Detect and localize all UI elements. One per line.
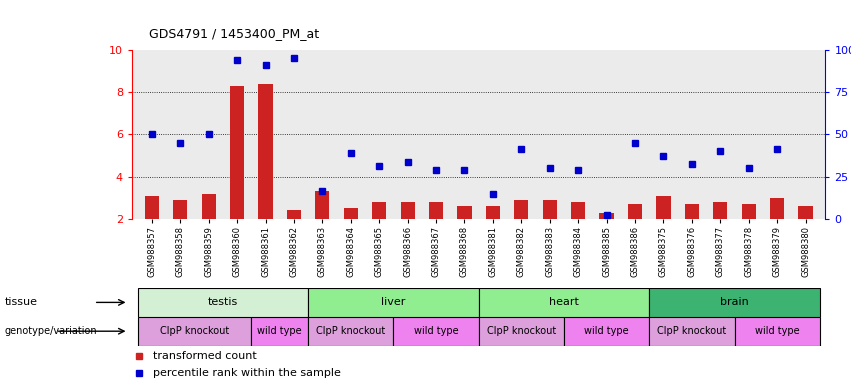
- FancyBboxPatch shape: [478, 317, 564, 346]
- Bar: [685, 204, 699, 219]
- Bar: [344, 208, 358, 219]
- Bar: [230, 86, 244, 219]
- Text: ClpP knockout: ClpP knockout: [487, 326, 556, 336]
- Bar: [457, 206, 471, 219]
- Bar: [486, 206, 500, 219]
- FancyBboxPatch shape: [649, 317, 734, 346]
- Text: percentile rank within the sample: percentile rank within the sample: [152, 368, 340, 378]
- Text: wild type: wild type: [257, 326, 302, 336]
- Text: heart: heart: [549, 297, 579, 308]
- Bar: [514, 200, 528, 219]
- Bar: [770, 198, 785, 219]
- Bar: [259, 84, 272, 219]
- Bar: [429, 202, 443, 219]
- Bar: [145, 196, 159, 219]
- Text: brain: brain: [720, 297, 749, 308]
- FancyBboxPatch shape: [308, 288, 478, 317]
- Text: genotype/variation: genotype/variation: [4, 326, 97, 336]
- Text: ClpP knockout: ClpP knockout: [657, 326, 727, 336]
- FancyBboxPatch shape: [138, 317, 251, 346]
- Bar: [571, 202, 585, 219]
- Text: GDS4791 / 1453400_PM_at: GDS4791 / 1453400_PM_at: [149, 27, 319, 40]
- Bar: [741, 204, 756, 219]
- Text: wild type: wild type: [414, 326, 459, 336]
- Text: ClpP knockout: ClpP knockout: [317, 326, 386, 336]
- Text: wild type: wild type: [585, 326, 629, 336]
- Bar: [401, 202, 414, 219]
- Text: liver: liver: [381, 297, 406, 308]
- Text: testis: testis: [208, 297, 238, 308]
- FancyBboxPatch shape: [734, 317, 820, 346]
- Bar: [315, 192, 329, 219]
- Text: wild type: wild type: [755, 326, 799, 336]
- FancyBboxPatch shape: [138, 288, 308, 317]
- Bar: [543, 200, 557, 219]
- Bar: [202, 194, 216, 219]
- Text: tissue: tissue: [4, 297, 37, 308]
- Bar: [599, 213, 614, 219]
- FancyBboxPatch shape: [478, 288, 649, 317]
- Bar: [372, 202, 386, 219]
- FancyBboxPatch shape: [393, 317, 478, 346]
- Bar: [287, 210, 301, 219]
- Bar: [656, 196, 671, 219]
- Bar: [628, 204, 643, 219]
- Text: ClpP knockout: ClpP knockout: [160, 326, 229, 336]
- Bar: [798, 206, 813, 219]
- FancyBboxPatch shape: [308, 317, 393, 346]
- Bar: [173, 200, 187, 219]
- FancyBboxPatch shape: [564, 317, 649, 346]
- FancyBboxPatch shape: [649, 288, 820, 317]
- Bar: [713, 202, 728, 219]
- Text: transformed count: transformed count: [152, 351, 256, 361]
- FancyBboxPatch shape: [251, 317, 308, 346]
